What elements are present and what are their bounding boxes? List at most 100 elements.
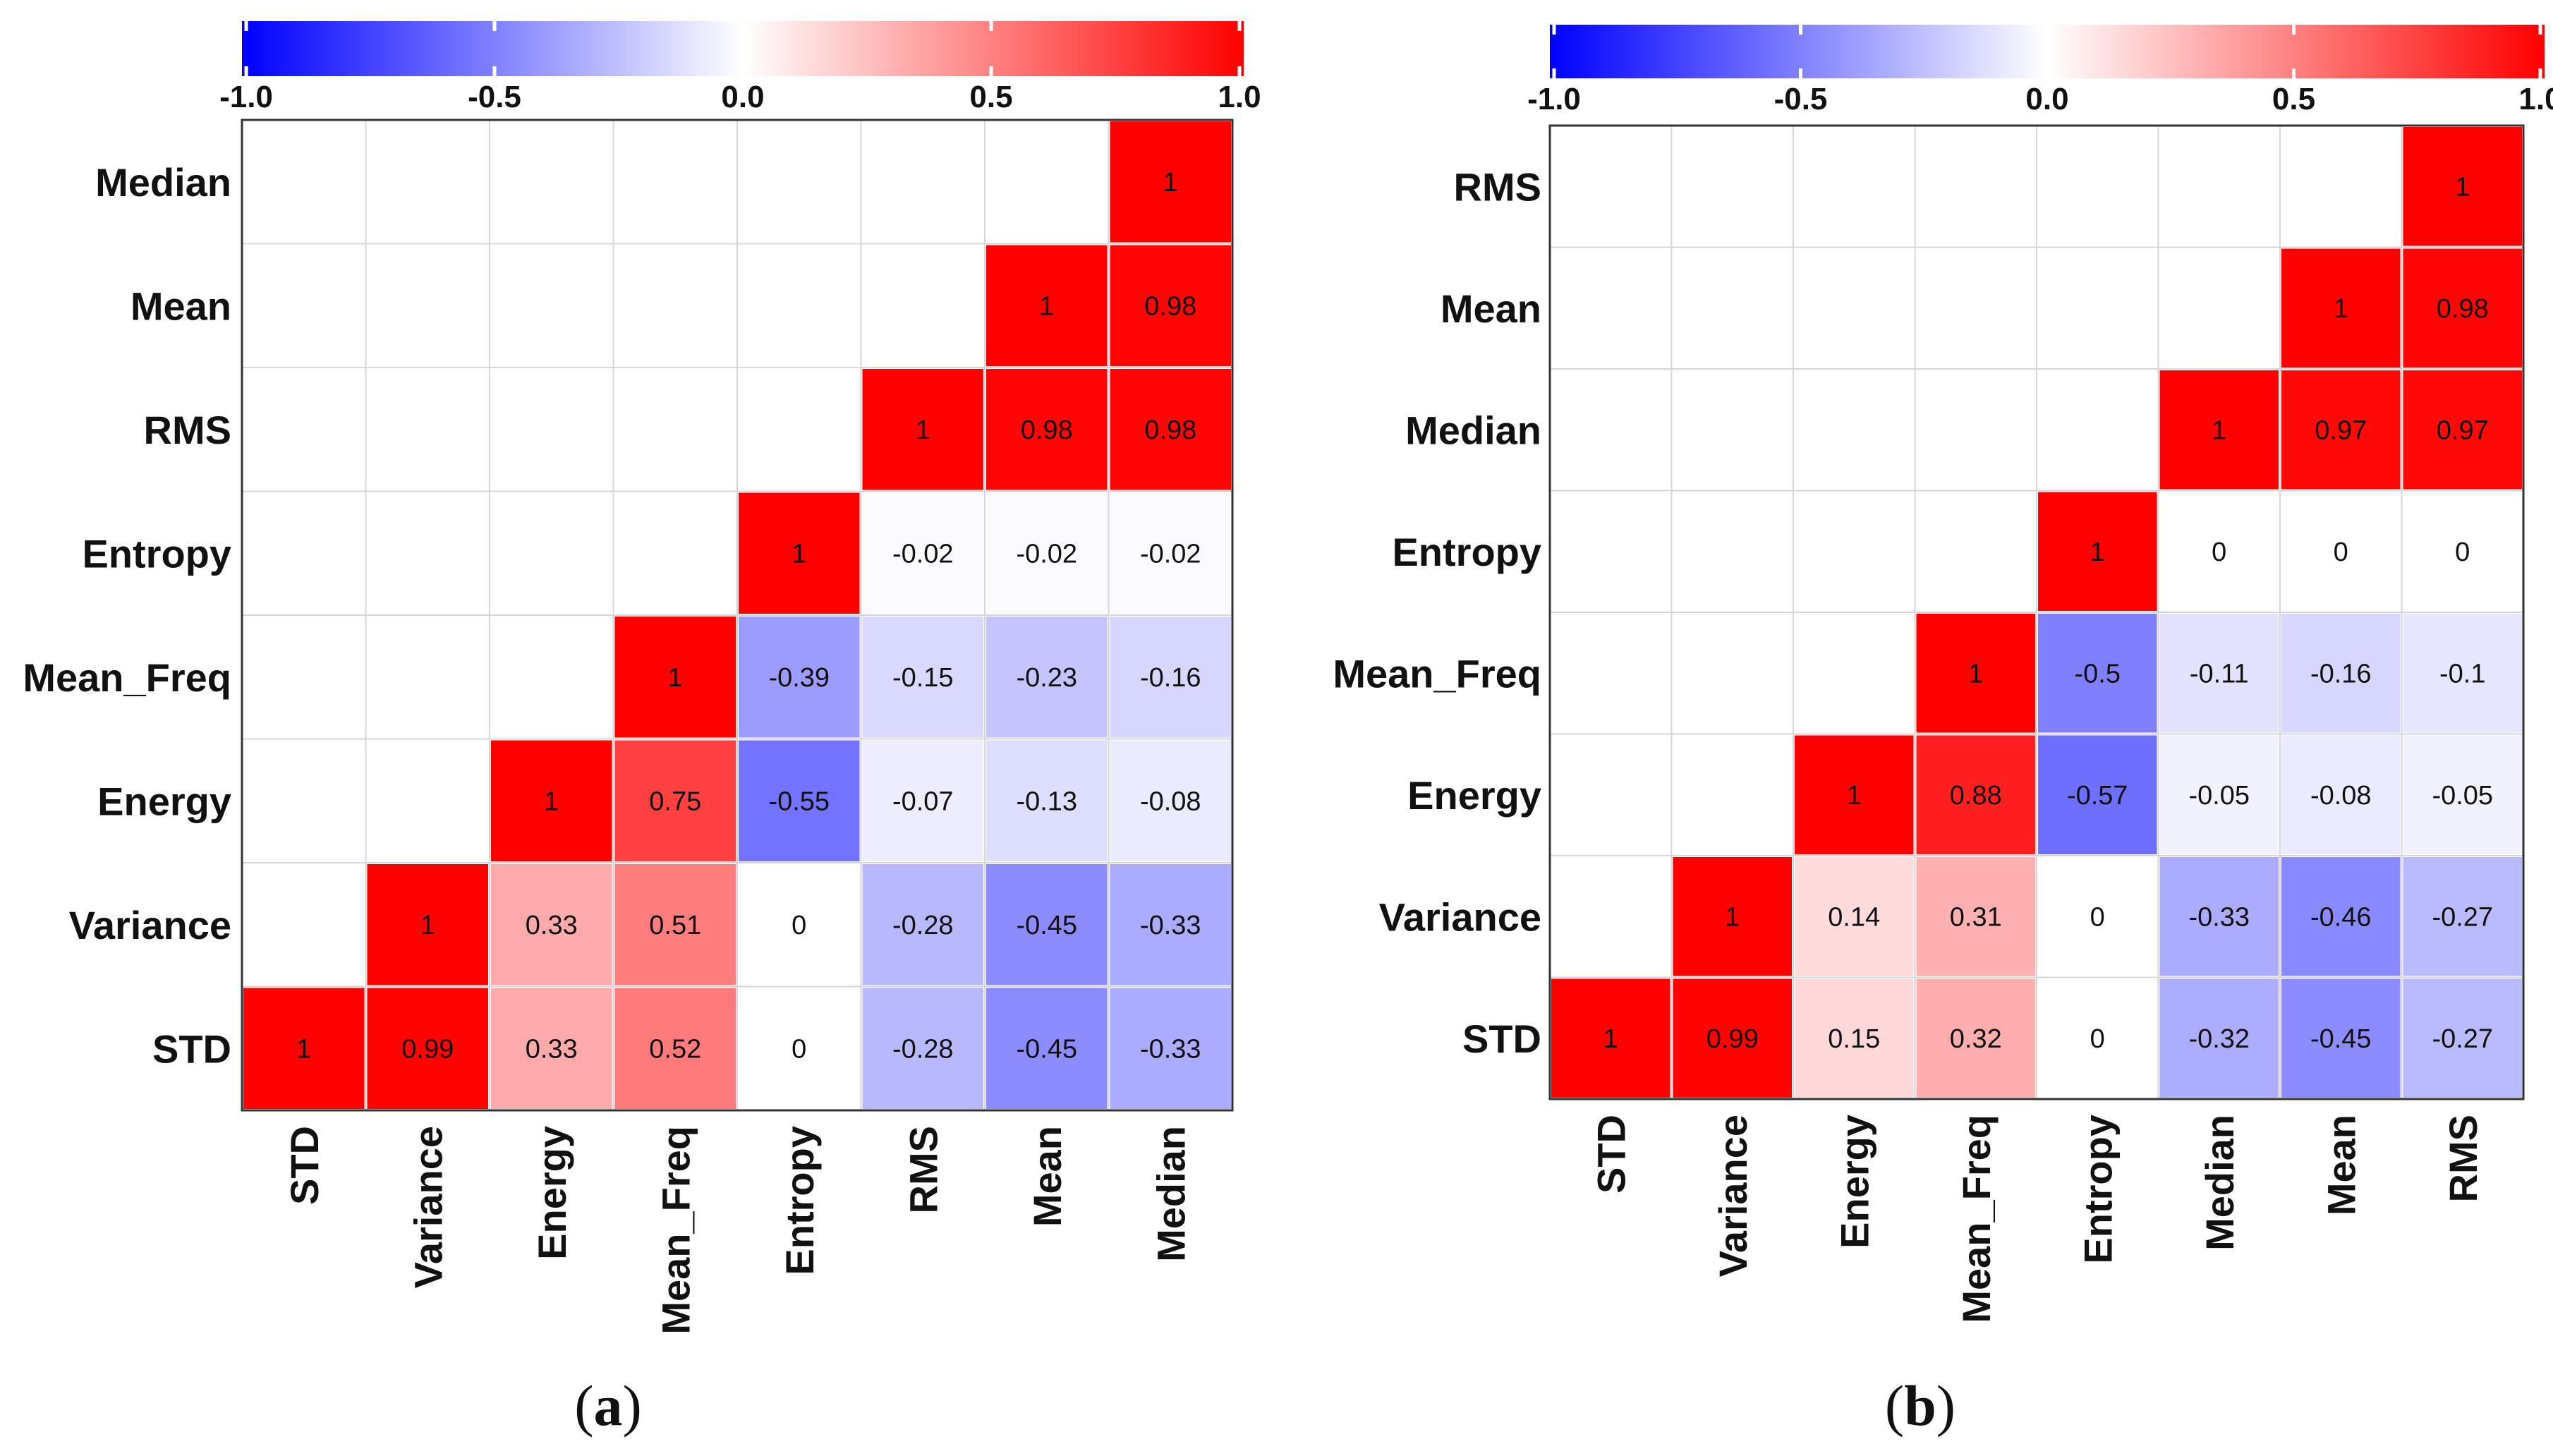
cell-value-label: 1 — [916, 415, 930, 445]
colorbar-tick-label: 0.5 — [969, 80, 1012, 114]
heatmap-cell — [614, 988, 736, 1109]
heatmap-cell — [862, 988, 983, 1109]
heatmap-cell — [2403, 735, 2522, 854]
heatmap-cell — [739, 617, 860, 738]
x-axis-label: Median — [1148, 1126, 1193, 1262]
heatmap-cell — [2038, 735, 2157, 854]
heatmap-cell — [862, 740, 983, 861]
heatmap-cell — [2403, 127, 2522, 246]
cell-value-label: 1 — [1847, 781, 1862, 811]
x-axis-label: Mean — [1025, 1126, 1069, 1227]
panel-caption-a: (a) — [574, 1373, 642, 1438]
heatmap-cell — [986, 492, 1108, 614]
heatmap-cell — [2159, 735, 2279, 854]
x-axis-label: STD — [282, 1126, 327, 1205]
heatmap-cell — [367, 864, 488, 985]
y-axis-label: Energy — [1407, 773, 1541, 818]
colorbar-tick-label: 0.5 — [2272, 82, 2315, 116]
colorbar-a: -1.0 -0.5 0.0 0.5 1.0 — [219, 21, 1261, 114]
cell-value-label: -0.1 — [2439, 659, 2485, 688]
cell-value-label: -0.45 — [1016, 1034, 1077, 1064]
cell-value-label: -0.39 — [768, 663, 830, 693]
heatmap-cell — [1795, 857, 1914, 976]
y-axis-label: STD — [152, 1026, 231, 1071]
cell-value-label: 0.98 — [1021, 415, 1073, 445]
heatmap-cell — [2403, 614, 2522, 733]
plot-border — [1548, 124, 2525, 1100]
x-axis-label: Mean — [2319, 1115, 2363, 1215]
cell-value-label: 0.97 — [2437, 415, 2489, 445]
heatmap-cell — [2038, 492, 2157, 611]
heatmap-cell — [1916, 857, 2035, 976]
cell-value-label: -0.02 — [1016, 539, 1077, 569]
x-axis-label: Entropy — [2075, 1115, 2120, 1264]
colorbar-tick-label: 1.0 — [2518, 82, 2553, 116]
colorbar-b: -1.0 -0.5 0.0 0.5 1.0 — [1527, 25, 2553, 116]
y-axis-label: STD — [1462, 1017, 1541, 1061]
cell-value-label: -0.13 — [1016, 787, 1077, 816]
cell-value-label: -0.33 — [1140, 1034, 1201, 1064]
y-axis-label: Entropy — [1392, 530, 1541, 574]
cell-value-label: -0.23 — [1016, 663, 1077, 693]
cell-value-label: 0.98 — [1144, 415, 1196, 445]
cell-value-label: 0.99 — [1706, 1024, 1759, 1054]
cell-value-label: -0.45 — [1016, 911, 1077, 940]
y-axis-label: RMS — [1454, 164, 1541, 209]
heatmap-cell — [2159, 492, 2279, 611]
heatmap-cell — [2281, 492, 2401, 611]
heatmap-cell — [739, 492, 860, 614]
colorbar-tick-label: 0.0 — [721, 80, 764, 114]
cell-value-label: -0.16 — [2310, 659, 2372, 688]
cell-value-label: 1 — [1039, 291, 1054, 321]
cell-value-label: 1 — [1603, 1024, 1618, 1054]
cell-value-label: 0.15 — [1828, 1024, 1880, 1054]
cell-value-label: 1 — [296, 1034, 311, 1064]
heatmap-cell — [2403, 370, 2522, 490]
heatmap-cell — [1551, 978, 1670, 1098]
heatmap-cell — [986, 864, 1108, 985]
cell-value-label: 0.14 — [1828, 902, 1880, 932]
y-axis-label: Mean — [1441, 286, 1541, 331]
cell-value-label: 0.33 — [526, 1034, 578, 1064]
y-axis-labels-a: Median Mean RMS Entropy Mean_Freq Energy Varia… — [23, 160, 231, 1072]
heatmap-cell — [1110, 864, 1231, 985]
cell-value-label: 0.32 — [1950, 1024, 2002, 1054]
cell-value-label: -0.02 — [892, 539, 954, 569]
cell-value-label: -0.27 — [2432, 1024, 2493, 1054]
cell-value-label: 0 — [2334, 538, 2348, 567]
colorbar-tick-label: 1.0 — [1218, 80, 1261, 114]
heatmap-cell — [1916, 735, 2035, 854]
heatmap-cell — [2159, 614, 2279, 733]
heatmap-cell — [1110, 245, 1231, 366]
cell-value-label: 0.98 — [2437, 294, 2489, 324]
cell-value-label: -0.08 — [1140, 787, 1201, 816]
heatmap-cell — [614, 617, 736, 738]
heatmap-cell — [862, 492, 983, 614]
colorbar-tick-label: -1.0 — [219, 80, 273, 114]
cell-value-label: 0.75 — [649, 787, 701, 816]
heatmap-cell — [1110, 617, 1231, 738]
heatmap-cell — [2403, 248, 2522, 368]
cell-value-label: -0.5 — [2075, 659, 2121, 688]
heatmap-cell — [1673, 857, 1792, 976]
cell-value-label: 1 — [2455, 172, 2470, 202]
heatmap-cell — [1916, 978, 2035, 1098]
heatmap-cell — [986, 617, 1108, 738]
heatmap-cell — [2038, 614, 2157, 733]
heatmap-cell — [1110, 988, 1231, 1109]
heatmap-cell — [2281, 735, 2401, 854]
y-axis-label: Median — [1405, 408, 1541, 452]
heatmap-cell — [2281, 248, 2401, 368]
cell-value-label: 0.31 — [1950, 902, 2002, 932]
heatmap-cell — [986, 369, 1108, 490]
cell-value-label: -0.28 — [892, 1034, 954, 1064]
cell-value-label: -0.16 — [1140, 663, 1201, 693]
y-axis-label: Variance — [69, 903, 231, 947]
y-axis-label: Variance — [1379, 894, 1541, 939]
cell-value-label: 0 — [792, 1034, 806, 1064]
heatmap-cell — [2281, 857, 2401, 976]
cell-value-label: -0.57 — [2067, 781, 2128, 811]
cell-value-label: -0.15 — [892, 663, 954, 693]
colorbar-tick-label: -0.5 — [468, 80, 521, 114]
heatmap-cell — [739, 988, 860, 1109]
